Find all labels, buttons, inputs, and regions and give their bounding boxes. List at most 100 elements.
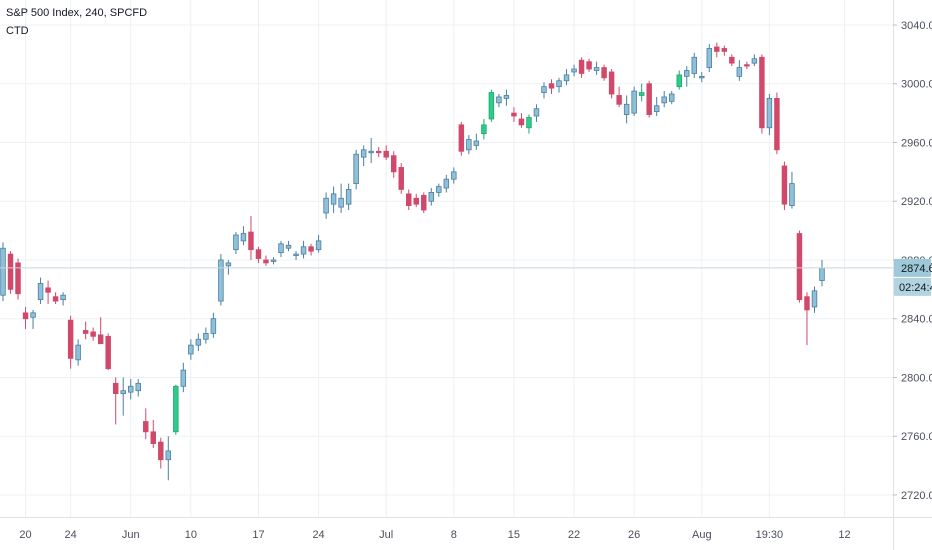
candle <box>774 92 780 155</box>
x-tick-label: 10 <box>185 529 197 541</box>
candle-body <box>548 83 555 89</box>
candle-body <box>30 312 36 318</box>
candle-body <box>128 385 134 393</box>
candle <box>67 315 74 369</box>
candle <box>819 259 825 287</box>
candle-body <box>90 331 96 337</box>
y-tick-label: 3000.0 <box>901 79 932 91</box>
candle <box>180 362 187 393</box>
candle-body <box>248 231 254 251</box>
candle-body <box>390 155 397 173</box>
indicator-label[interactable]: CTD <box>6 25 29 37</box>
candle <box>571 64 577 77</box>
candle-body <box>518 118 525 126</box>
candle <box>586 58 592 72</box>
candle <box>556 77 562 93</box>
candle <box>308 243 314 256</box>
symbol-title[interactable]: S&P 500 Index, 240, SPCFD <box>6 7 148 19</box>
candle <box>511 107 517 122</box>
candle-body <box>623 103 630 115</box>
candle-body <box>135 382 141 392</box>
candle <box>383 145 389 161</box>
candle-body <box>661 96 667 104</box>
candle <box>375 146 382 158</box>
candle-body <box>729 56 735 64</box>
candle <box>436 183 442 197</box>
candle <box>75 339 81 366</box>
candle <box>503 89 510 106</box>
candle-body <box>578 59 585 74</box>
candle <box>330 186 337 213</box>
candle <box>496 94 502 108</box>
candle-body <box>774 98 780 151</box>
candle <box>421 192 427 213</box>
x-tick-label: 26 <box>628 529 640 541</box>
candle-body <box>255 249 262 259</box>
candle <box>368 138 374 164</box>
candle-body <box>466 139 472 151</box>
candle <box>128 378 134 400</box>
candle-body <box>308 246 314 252</box>
candle <box>541 82 547 99</box>
candle <box>548 79 555 94</box>
candle <box>676 70 682 90</box>
candle-body <box>503 95 510 99</box>
x-tick-label: 19:30 <box>756 529 784 541</box>
candle-body <box>714 46 720 52</box>
candle-body <box>804 296 810 311</box>
candle-body <box>699 75 705 79</box>
candle-body <box>278 243 284 254</box>
candle-body <box>300 246 307 255</box>
y-tick-label: 2960.0 <box>901 137 932 149</box>
candle <box>7 251 14 294</box>
chart-legend: S&P 500 Index, 240, SPCFD CTD <box>6 4 147 40</box>
candle <box>721 45 728 56</box>
x-tick-label: 22 <box>568 529 580 541</box>
candle <box>60 292 66 306</box>
candle-body <box>195 338 202 346</box>
candle-body <box>721 48 728 52</box>
candle <box>759 54 765 134</box>
candle-body <box>526 117 532 129</box>
candle <box>631 86 637 117</box>
candle-body <box>646 83 652 115</box>
candle-body <box>533 108 540 117</box>
last-price-label: 2874.6 <box>901 263 932 275</box>
candle <box>638 83 645 102</box>
candle <box>398 163 404 194</box>
candle-body <box>180 369 187 387</box>
candle-body <box>766 98 773 129</box>
candle <box>390 151 397 178</box>
candle <box>188 339 194 360</box>
candle-body <box>165 450 172 461</box>
candle-body <box>67 319 74 359</box>
candle <box>263 255 269 266</box>
candle <box>278 240 284 258</box>
x-tick-label: 17 <box>252 529 264 541</box>
candle <box>458 121 465 156</box>
candle-body <box>293 253 299 256</box>
candle <box>729 54 735 67</box>
countdown-badge <box>894 277 931 296</box>
candle-body <box>608 71 615 95</box>
candle-body <box>203 333 209 340</box>
x-tick-label: 8 <box>451 529 457 541</box>
candle <box>518 113 525 128</box>
last-price-badge <box>894 258 931 277</box>
candle-body <box>451 171 457 180</box>
candle-body <box>270 259 277 262</box>
candle <box>143 408 149 440</box>
candle-body <box>488 92 495 120</box>
candle-body <box>556 80 562 88</box>
candle <box>233 232 239 255</box>
candle <box>323 192 329 219</box>
candle <box>601 64 607 81</box>
candle-body <box>315 240 322 251</box>
candle-body <box>210 318 217 334</box>
candle <box>195 333 202 352</box>
candle <box>668 91 675 105</box>
candle <box>563 69 570 86</box>
